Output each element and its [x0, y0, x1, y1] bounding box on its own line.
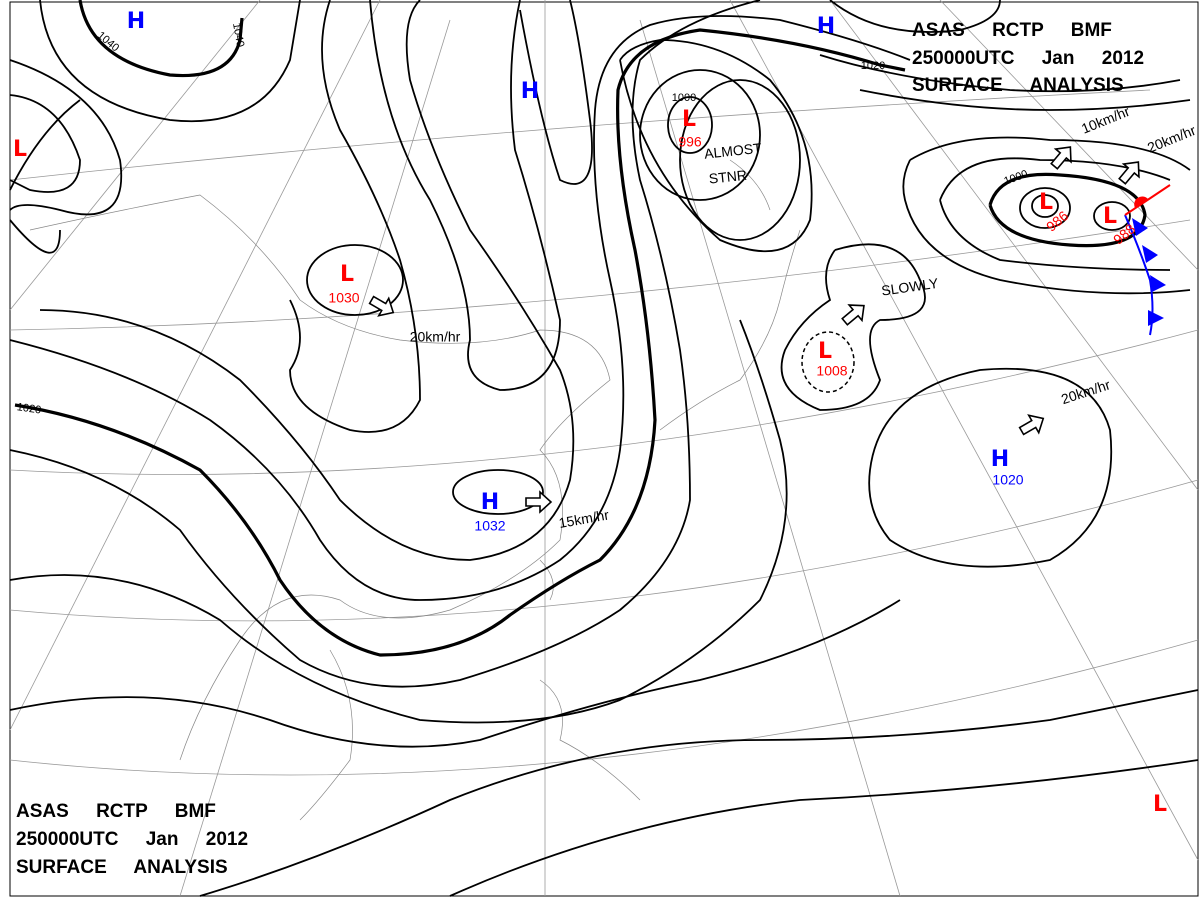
header-line: 250000UTC Jan 2012	[912, 48, 1144, 69]
pressure-value: 996	[678, 134, 702, 150]
motion-label: SLOWLY	[880, 275, 940, 299]
pressure-value: 1032	[474, 518, 505, 534]
low-symbol: L	[1153, 792, 1167, 817]
low-symbol: L	[818, 339, 832, 364]
isobar-label: 1040	[230, 22, 246, 48]
high-symbol: H	[817, 14, 835, 39]
header-line: ASAS RCTP BMF	[16, 801, 216, 822]
low-symbol: L	[13, 137, 27, 162]
isobar-label: 1000	[672, 92, 696, 104]
high-symbol: H	[481, 490, 499, 515]
graticule	[9, 0, 1199, 897]
header-line: SURFACE ANALYSIS	[912, 75, 1124, 96]
low-symbol: L	[340, 262, 354, 287]
fronts	[1124, 184, 1171, 336]
motion-label: STNR	[708, 167, 748, 187]
low-symbol: L	[682, 107, 696, 132]
low-symbol: L	[1103, 204, 1117, 229]
header-line: 250000UTC Jan 2012	[16, 829, 248, 850]
headers: ASAS RCTP BMF 250000UTC Jan 2012 SURFACE…	[16, 20, 1144, 878]
pressure-value: 1008	[816, 363, 847, 379]
pressure-value: 1030	[328, 290, 359, 306]
map-frame	[9, 1, 1199, 897]
high-symbol: H	[127, 9, 145, 34]
isobar-label: 1020	[16, 401, 42, 416]
low-symbol: L	[1039, 190, 1053, 215]
speed-label: 20km/hr	[410, 329, 461, 345]
header-line: ASAS RCTP BMF	[912, 20, 1112, 41]
isobar-label: 1020	[861, 60, 885, 72]
dashed-isobar	[801, 331, 855, 393]
isobars	[9, 0, 1199, 897]
motion-arrows	[368, 146, 1140, 514]
coastlines	[29, 159, 801, 821]
pressure-value: 1020	[992, 472, 1023, 488]
high-symbol: H	[991, 447, 1009, 472]
high-symbol: H	[521, 79, 539, 104]
header-line: SURFACE ANALYSIS	[16, 857, 228, 878]
motion-label: ALMOST	[703, 140, 762, 162]
